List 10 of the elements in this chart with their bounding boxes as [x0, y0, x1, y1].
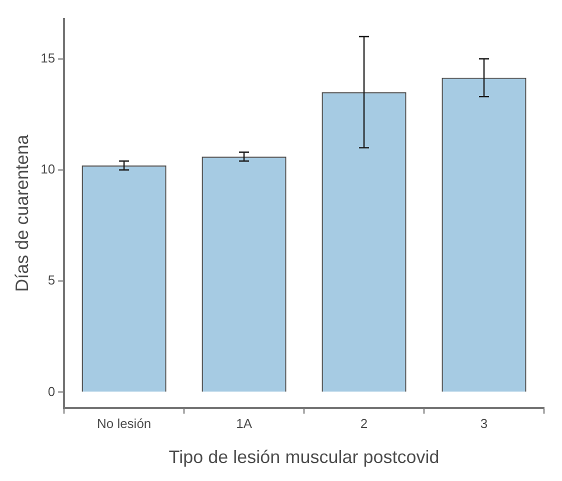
y-axis-title: Días de cuarentena: [12, 134, 32, 292]
y-tick-label: 15: [40, 50, 56, 66]
y-tick-label: 0: [48, 384, 56, 399]
x-axis-title: Tipo de lesión muscular postcovid: [168, 447, 440, 468]
y-tick-label: 5: [48, 272, 56, 288]
x-tick-label: 1A: [236, 416, 252, 432]
x-tick-label: No lesión: [96, 416, 152, 432]
x-tick-label: 2: [360, 416, 368, 432]
y-tick-label: 10: [40, 162, 56, 177]
x-tick-label: 3: [480, 416, 488, 432]
